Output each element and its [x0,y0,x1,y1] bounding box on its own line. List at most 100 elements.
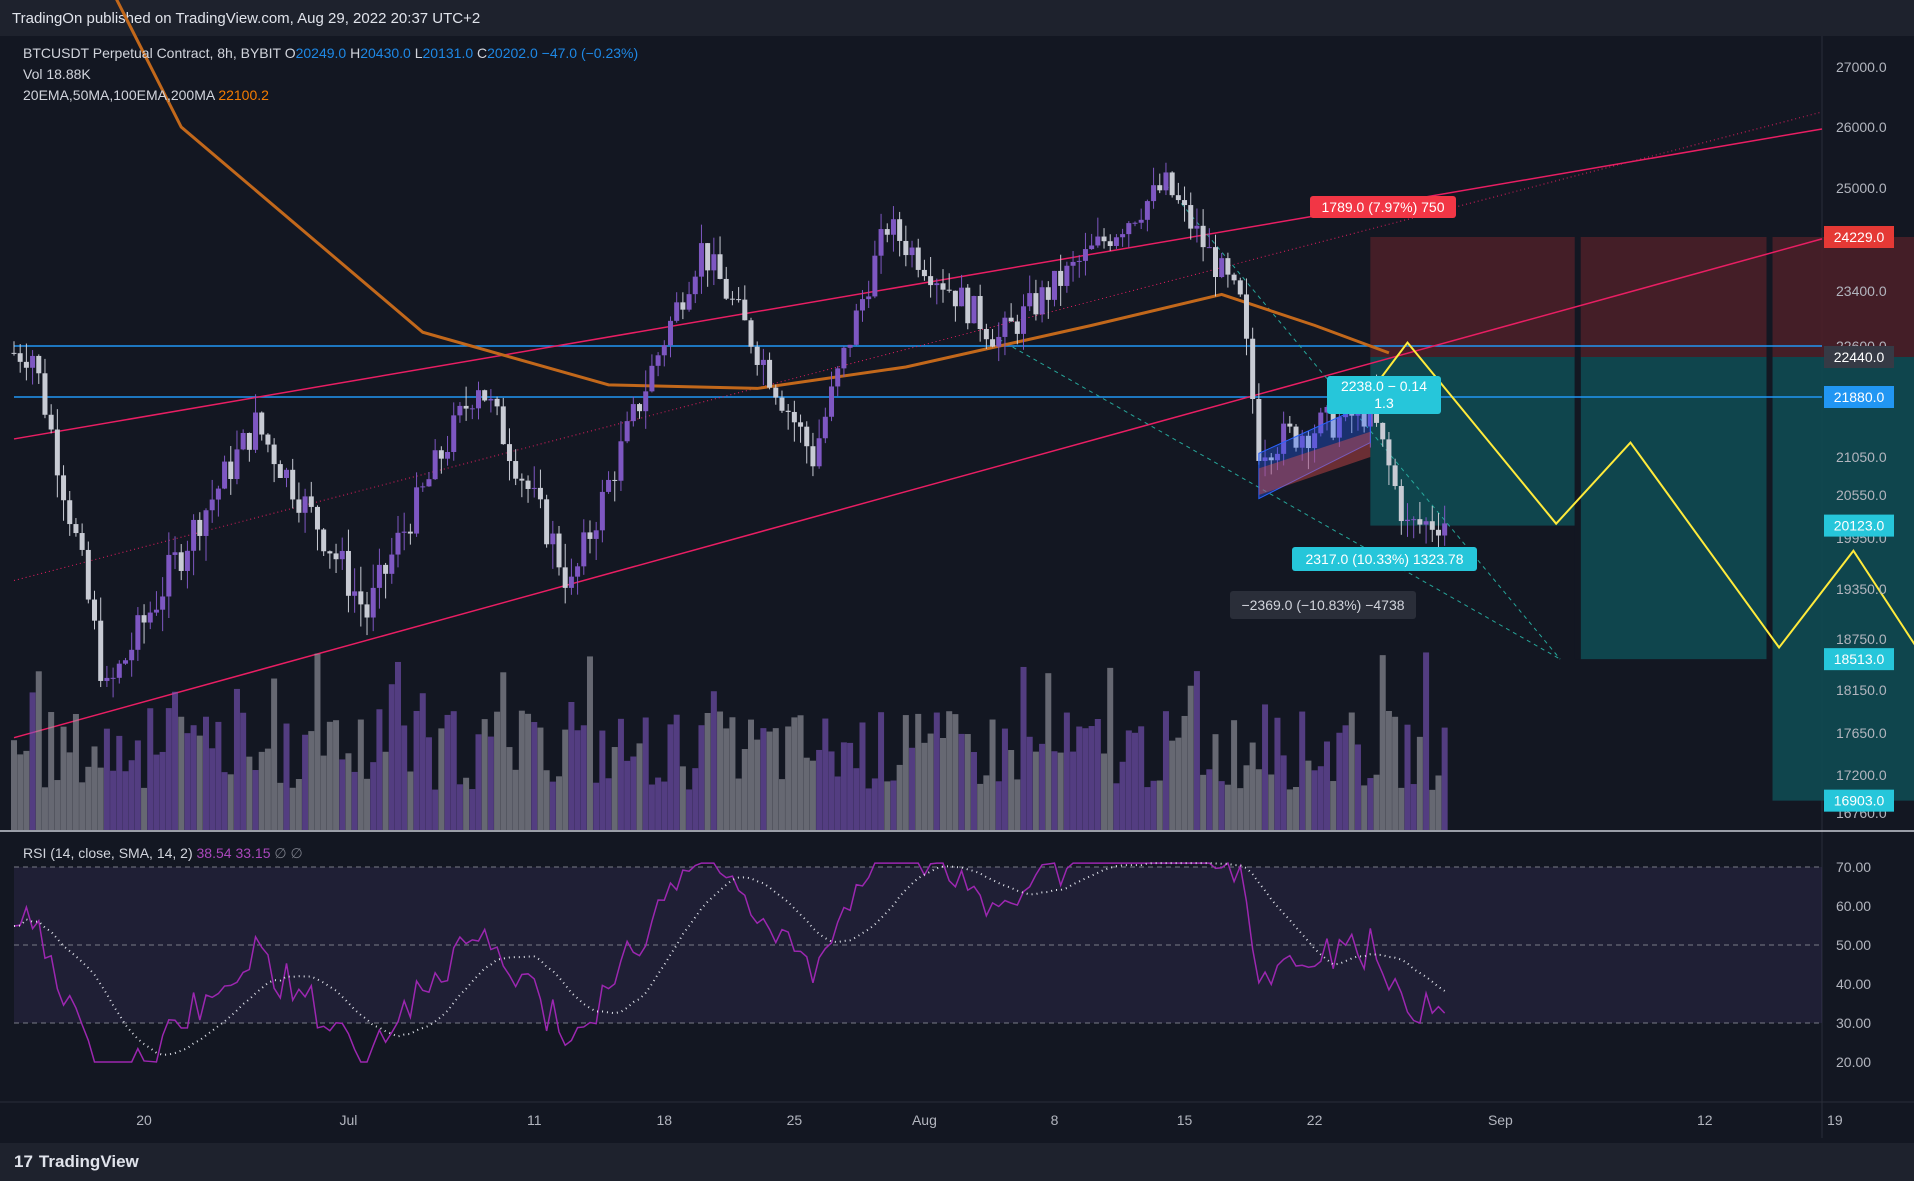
volume-bar [704,713,711,830]
volume-bar [1361,785,1368,830]
volume-bar [1063,712,1070,830]
volume-bar [432,789,439,830]
tradingview-logo[interactable]: 17 TradingView [14,1152,139,1172]
candle-body [1392,465,1398,487]
volume-bar [190,725,197,830]
time-tick-label: Sep [1488,1112,1513,1128]
volume-bar [717,711,724,830]
volume-bar [723,728,730,830]
price-tag [1824,386,1894,408]
volume-bar [227,774,234,830]
volume-bar [1255,769,1262,830]
volume-bar [871,778,878,830]
volume-bar [766,731,773,830]
volume-bar [1348,712,1355,830]
volume-bar [816,749,823,830]
volume-bar [1014,779,1021,830]
time-tick-label: 12 [1697,1112,1713,1128]
candle-body [971,296,977,324]
annotation-label: 2238.0 − 0.14 [1341,378,1427,394]
candle-body [67,500,73,525]
candle-body [754,346,760,365]
volume-bar [673,714,680,830]
price-tick-label: 19350.0 [1836,581,1887,597]
volume-bar [878,712,885,830]
volume-bar [729,717,736,830]
volume-bar [1082,728,1089,830]
volume-bar [915,713,922,830]
volume-bar [345,753,352,830]
volume-bar [91,746,98,830]
price-tag-label: 22440.0 [1834,349,1885,365]
volume-bar [791,717,798,830]
candle-body [674,302,680,321]
volume-bar [233,688,240,830]
price-chart[interactable]: 1789.0 (7.97%) 750 2238.0 − 0.141.3 2317.0… [0,0,1914,1143]
candle-body [519,478,525,481]
volume-bar [1107,667,1114,830]
volume-bar [1218,781,1225,830]
volume-bar [1280,755,1287,830]
time-tick-label: Aug [912,1112,937,1128]
volume-bar [946,711,953,830]
price-tick-label: 20550.0 [1836,487,1887,503]
volume-bar [648,784,655,830]
volume-bar [394,661,401,830]
candle-body [445,451,451,459]
volume-bar [735,778,742,830]
candle-body [54,429,60,476]
candle-body [1299,435,1305,448]
candle-body [1435,529,1441,536]
volume-bar [1094,718,1101,830]
candle-body [370,587,376,618]
volume-bar [1020,666,1027,830]
candle-body [606,479,612,492]
volume-bar [556,776,563,830]
volume-bar [661,781,668,830]
volume-bar [252,770,259,830]
price-tag-label: 18513.0 [1834,651,1885,667]
candle-body [1132,222,1138,224]
candle-body [1330,406,1336,438]
volume-bar [896,764,903,830]
candle-body [890,219,896,235]
candle-body [1380,422,1386,440]
price-tick-label: 26000.0 [1836,119,1887,135]
volume-bar [159,751,166,830]
candle-body [1312,433,1318,449]
candle-body [500,406,506,445]
candle-body [1324,406,1330,413]
volume-bar [710,691,717,830]
volume-bar [246,756,253,830]
candle-body [661,345,667,356]
volume-bar [1274,717,1281,830]
candle-body [624,421,630,442]
candle-body [172,552,178,555]
time-tick-label: 11 [527,1112,542,1128]
volume-legend: Vol 18.88K [23,66,91,82]
candle-body [952,290,958,307]
volume-bar [172,691,179,830]
ma-value: 22100.2 [218,87,269,103]
volume-bar [964,734,971,830]
volume-bar [29,692,36,830]
candle-body [859,299,865,311]
candle-body [73,524,79,534]
candle-body [1107,241,1113,246]
volume-bar [302,734,309,830]
volume-bar [667,724,674,830]
bear-flag-channel [1258,402,1371,500]
volume-bar [271,678,278,830]
price-tag [1824,648,1894,671]
candle-body [791,411,797,423]
volume-bar [859,722,866,830]
candle-body [1262,457,1268,461]
candle-body [1002,317,1008,337]
volume-bar [196,735,203,830]
candle-body [506,444,512,462]
volume-bar [568,701,575,830]
footer-bar: 17 TradingView [0,1143,1914,1181]
candle-body [568,576,574,588]
annotation-box [1327,376,1441,414]
rsi-legend: RSI (14, close, SMA, 14, 2) 38.54 33.15 … [23,845,303,862]
